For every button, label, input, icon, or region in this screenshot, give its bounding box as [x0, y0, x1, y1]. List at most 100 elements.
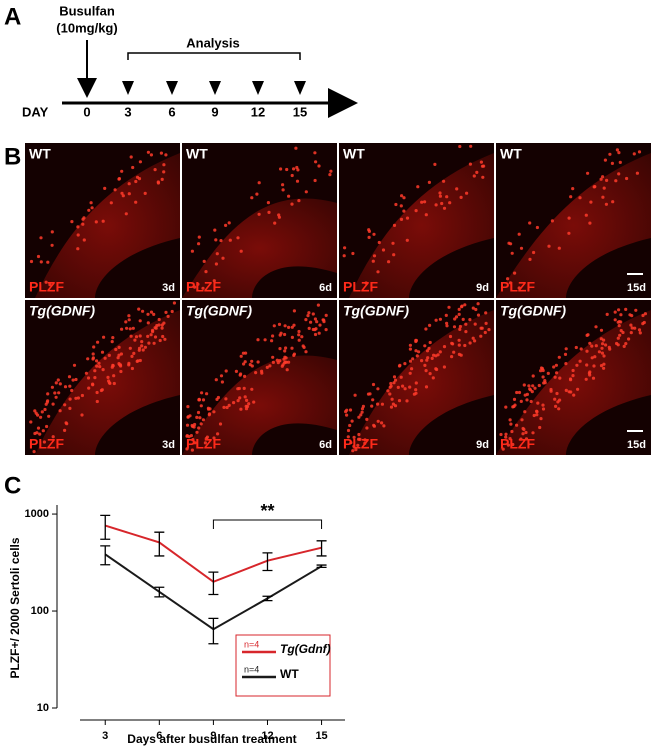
cell [541, 403, 545, 407]
cell [590, 356, 594, 360]
cell [564, 362, 568, 366]
cell [54, 381, 58, 385]
cell [520, 418, 524, 422]
cell [281, 188, 285, 192]
cell [236, 399, 240, 403]
cell [292, 167, 296, 171]
cell [311, 312, 315, 316]
cell [424, 327, 428, 331]
cell [408, 371, 412, 375]
cell [158, 338, 162, 343]
day-label: 9d [476, 282, 489, 294]
cell [554, 363, 559, 367]
cell [471, 336, 475, 340]
cell [564, 388, 568, 392]
cell [243, 374, 247, 378]
cell [569, 195, 573, 199]
cell [450, 355, 454, 359]
cell [531, 431, 535, 435]
cell [603, 158, 608, 162]
micrograph: WT PLZF 6d [182, 143, 337, 298]
cell [445, 195, 449, 199]
cell [138, 358, 142, 363]
cell [427, 180, 431, 184]
cell [458, 144, 462, 149]
cell [99, 388, 103, 393]
cell [196, 410, 201, 415]
cell [594, 325, 598, 329]
cell [351, 251, 355, 256]
genotype-label: WT [500, 146, 522, 162]
panel-label: B [4, 143, 21, 170]
cell [425, 349, 430, 353]
cell [45, 424, 49, 429]
cell [629, 323, 633, 327]
cell [588, 373, 592, 377]
cell [558, 376, 562, 380]
cell [457, 352, 461, 356]
cell [532, 250, 536, 255]
cell [185, 447, 189, 451]
cell [579, 347, 583, 351]
cell [480, 164, 485, 168]
cell [585, 363, 589, 367]
cell [117, 353, 121, 357]
cell [117, 177, 121, 181]
cell [414, 388, 418, 392]
cell [81, 222, 85, 226]
cell [424, 385, 429, 389]
cell [392, 381, 396, 385]
genotype-label: Tg(GDNF) [343, 303, 409, 319]
cell [527, 384, 531, 388]
error-bar [208, 571, 219, 596]
cell [643, 312, 648, 316]
cell [408, 343, 412, 347]
cell [535, 225, 540, 230]
x-tick-label: 12 [261, 730, 273, 742]
cell [245, 398, 249, 402]
tissue [496, 310, 651, 455]
cell [605, 178, 609, 182]
cell [617, 151, 621, 155]
cell [214, 378, 218, 382]
cell [186, 405, 190, 409]
cell [255, 192, 259, 196]
cell [146, 334, 150, 338]
day-label: 15d [627, 282, 646, 294]
cell [387, 260, 391, 264]
cell [501, 447, 505, 451]
cell [111, 336, 115, 340]
cell [547, 244, 551, 248]
cell [302, 345, 306, 349]
cell [592, 185, 596, 189]
cell [138, 319, 142, 323]
cell [87, 208, 91, 212]
cell [531, 384, 535, 388]
cell [571, 374, 575, 378]
cell [297, 338, 301, 342]
significance-bracket [212, 519, 323, 529]
cell [32, 450, 36, 454]
cell [276, 361, 280, 365]
cell [519, 399, 523, 403]
cell [567, 390, 571, 394]
cell [431, 376, 435, 380]
cell [200, 391, 204, 395]
cell [297, 333, 301, 337]
cell [63, 403, 67, 407]
cell [567, 231, 571, 235]
x-tick-label: 9 [210, 730, 216, 742]
day-label: 0 [83, 104, 90, 119]
stain-label: PLZF [186, 279, 221, 295]
cell [287, 360, 291, 364]
cell [618, 160, 622, 164]
bracket [127, 52, 301, 60]
cell [190, 249, 194, 253]
cell [212, 410, 216, 414]
cell [434, 354, 438, 358]
cell [630, 314, 634, 318]
cell [199, 422, 203, 426]
cell [329, 169, 333, 173]
day-label: 3 [124, 104, 131, 119]
cell [427, 346, 431, 350]
